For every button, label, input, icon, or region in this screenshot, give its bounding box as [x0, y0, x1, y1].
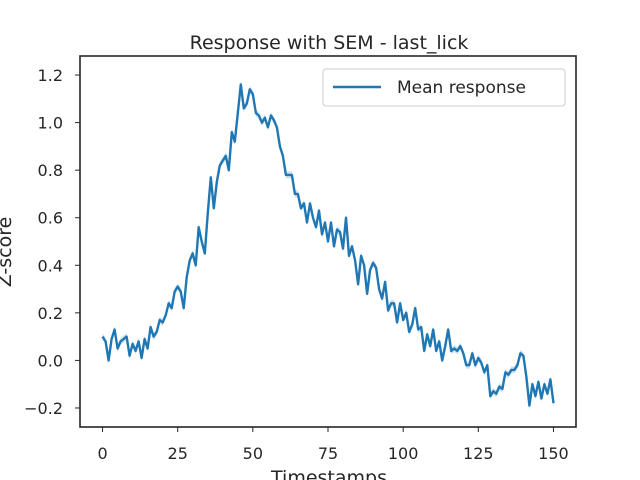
y-tick-label: 0.0: [38, 351, 63, 370]
x-tick-label: 100: [388, 444, 419, 463]
y-axis-ticks: −0.2 0.0 0.2 0.4 0.6 0.8 1.0 1.2: [24, 66, 80, 418]
x-tick-label: 125: [463, 444, 494, 463]
legend-label-mean-response: Mean response: [397, 78, 526, 98]
y-tick-label: 0.8: [38, 161, 63, 180]
x-tick-label: 150: [538, 444, 569, 463]
plot-frame: [79, 55, 577, 428]
sem-band-layer: [102, 81, 554, 410]
chart-title: Response with SEM - last_lick: [190, 32, 469, 54]
x-axis-title: Timestamps: [270, 467, 387, 480]
x-tick-label: 50: [243, 444, 263, 463]
y-tick-label: 0.4: [38, 256, 63, 275]
sem-band: [102, 81, 554, 410]
x-tick-label: 25: [168, 444, 188, 463]
y-tick-label: −0.2: [24, 399, 63, 418]
x-axis-ticks: 0 25 50 75 100 125 150: [97, 427, 569, 463]
y-axis-title: Z-score: [0, 217, 16, 288]
x-tick-label: 75: [318, 444, 338, 463]
y-tick-label: 1.0: [38, 114, 63, 133]
legend: Mean response: [322, 68, 566, 107]
series-line-layer: [101, 83, 555, 407]
y-tick-label: 0.6: [38, 209, 63, 228]
y-tick-label: 1.2: [38, 66, 63, 85]
x-tick-label: 0: [97, 444, 107, 463]
legend-box: [322, 68, 566, 107]
y-tick-label: 0.2: [38, 304, 63, 323]
series-line-mean-response: [101, 83, 555, 407]
